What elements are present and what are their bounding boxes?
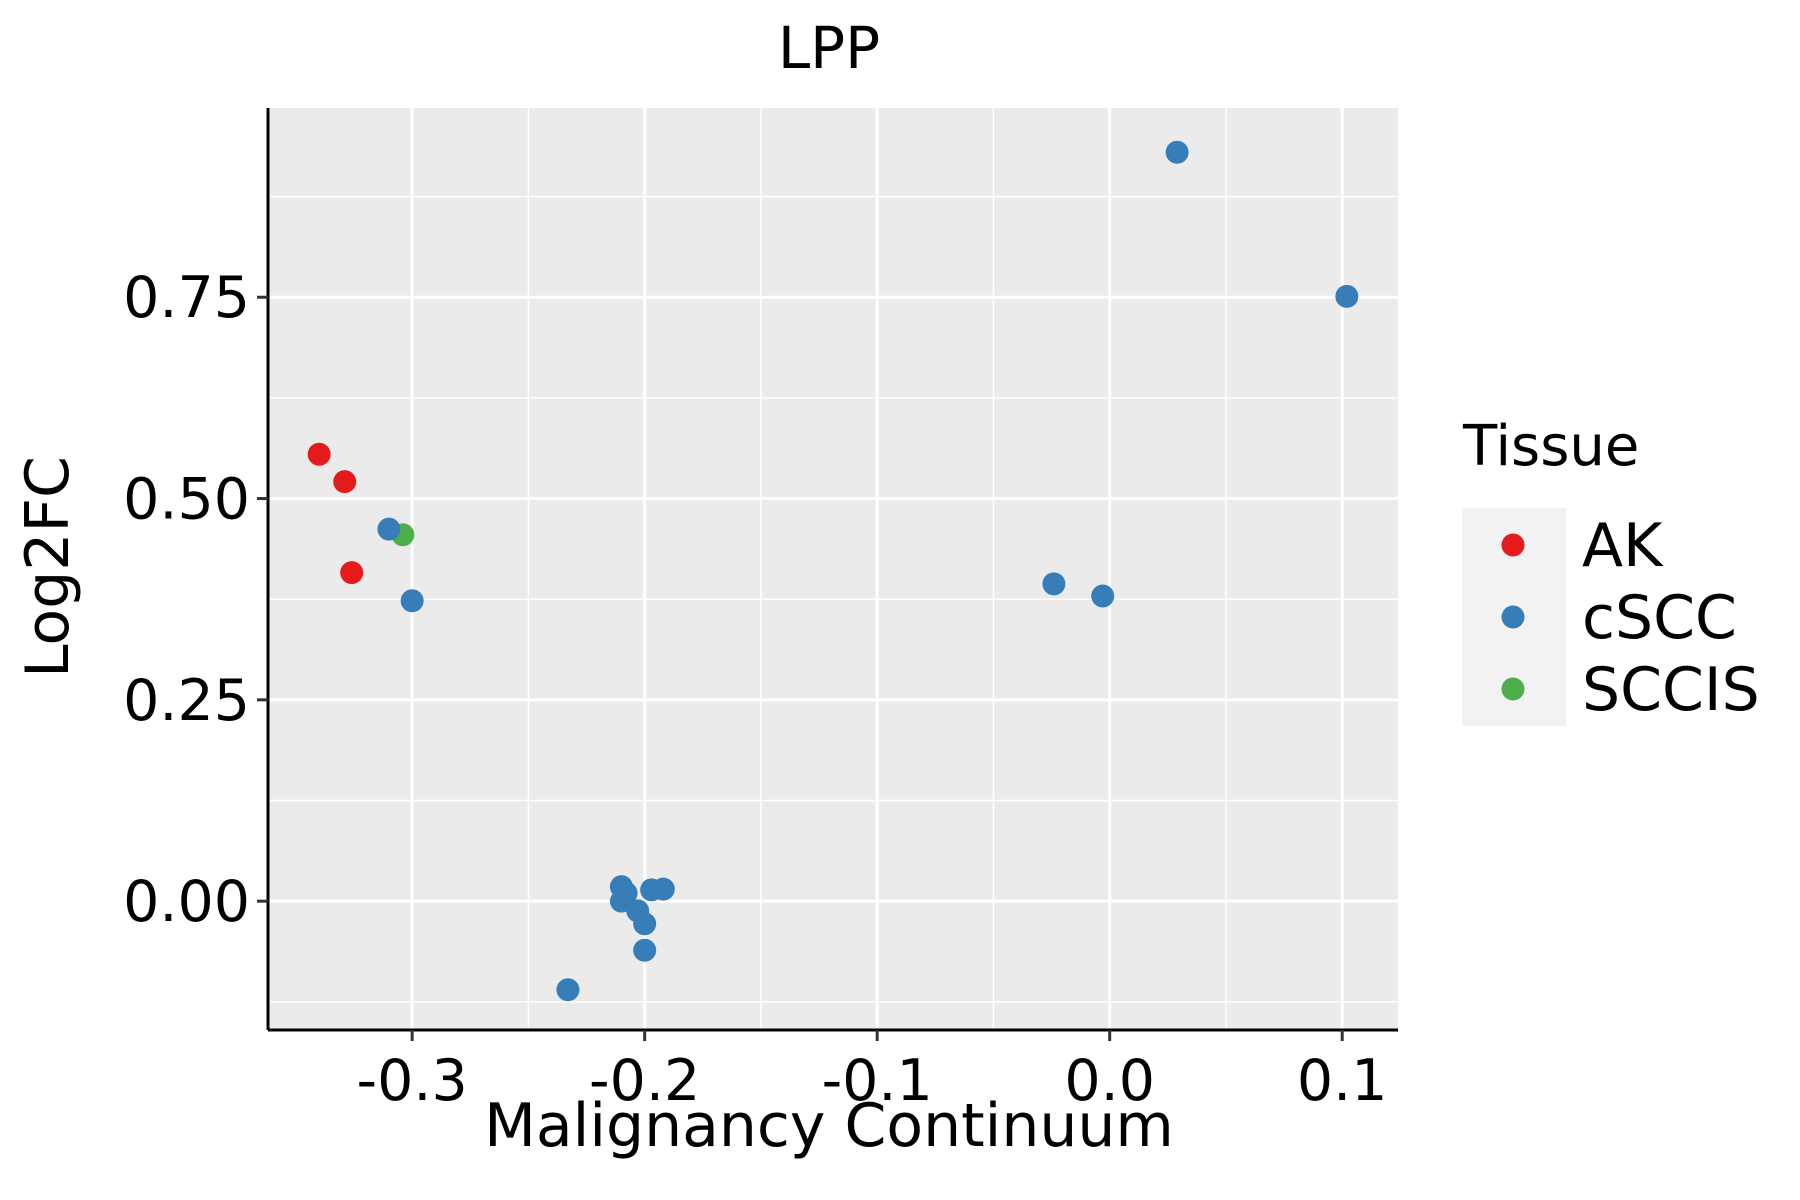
minor-gridlines: [268, 108, 1398, 1030]
data-point-cscc: [1091, 584, 1115, 608]
data-point-cscc: [1042, 572, 1066, 596]
legend-label: SCCIS: [1582, 655, 1760, 725]
data-points: [307, 140, 1359, 1002]
data-point-cscc: [1335, 284, 1359, 308]
x-axis-title: Malignancy Continuum: [484, 1091, 1174, 1161]
x-tick-label: 0.1: [1297, 1048, 1388, 1114]
y-tick-label: 0.25: [123, 668, 250, 734]
legend-label: cSCC: [1582, 583, 1737, 653]
x-axis-ticks: -0.3 -0.2 -0.1 0.0 0.1: [357, 1030, 1388, 1114]
x-tick-label: -0.1: [822, 1048, 933, 1114]
data-point-ak: [340, 561, 364, 585]
data-point-cscc: [633, 912, 657, 936]
legend-key-cscc: [1501, 605, 1525, 629]
data-point-cscc: [614, 881, 638, 905]
y-axis-title: Log2FC: [13, 456, 83, 678]
data-point-cscc: [1165, 140, 1189, 164]
data-point-cscc: [651, 877, 675, 901]
legend-title: Tissue: [1462, 414, 1639, 479]
data-point-cscc: [556, 978, 580, 1002]
data-point-cscc: [633, 938, 657, 962]
major-gridlines: [268, 108, 1398, 1030]
legend-key-sccis: [1501, 677, 1525, 701]
data-point-cscc: [400, 589, 424, 613]
x-tick-label: -0.3: [357, 1048, 468, 1114]
y-axis-ticks: 0.00 0.25 0.50 0.75: [123, 265, 268, 935]
data-point-ak: [307, 442, 331, 466]
legend-key-ak: [1501, 533, 1525, 557]
x-tick-label: 0.0: [1064, 1048, 1155, 1114]
chart-title: LPP: [778, 14, 880, 82]
data-point-ak: [333, 470, 357, 494]
plot-panel: [268, 108, 1398, 1030]
x-tick-label: -0.2: [589, 1048, 700, 1114]
data-point-cscc: [377, 517, 401, 541]
y-tick-label: 0.75: [123, 265, 250, 331]
y-tick-label: 0.50: [123, 467, 250, 533]
legend-label: AK: [1582, 511, 1664, 581]
y-tick-label: 0.00: [123, 869, 250, 935]
